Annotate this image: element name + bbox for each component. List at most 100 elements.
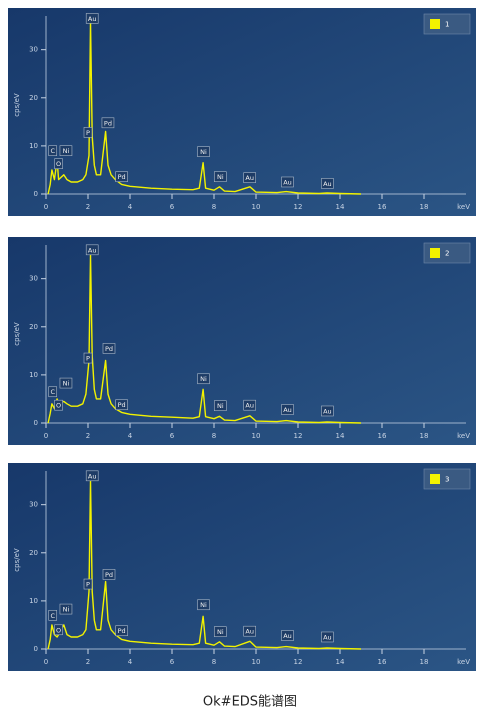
chart-background [8, 237, 476, 445]
y-tick-label: 30 [29, 275, 38, 283]
peak-label-box [197, 146, 210, 157]
peak-label-box [197, 599, 210, 611]
x-tick-label: 14 [336, 203, 345, 211]
peak-label: Ni [63, 380, 70, 388]
peak-label: P [86, 355, 90, 363]
x-tick-label: 12 [294, 203, 303, 211]
chart: 0 2 4 6 8 10 12 14 16 180102030keVcps/eVCONiAuPPd… [8, 463, 476, 671]
peak-label-box [59, 377, 73, 389]
x-tick-label: 10 [252, 203, 261, 211]
peak-label: C [50, 388, 55, 396]
x-axis-label: keV [457, 203, 470, 211]
peak-label: Au [245, 174, 254, 182]
legend-label: 2 [445, 250, 449, 258]
peak-label-box [243, 399, 256, 411]
x-tick-label: 4 [128, 658, 133, 666]
x-tick-label: 6 [170, 203, 175, 211]
y-axis-label: cps/eV [13, 322, 21, 346]
peak-label-box [115, 399, 128, 411]
peak-label-box [321, 405, 334, 417]
chart-background [8, 463, 476, 671]
peak-label: Ni [63, 147, 70, 155]
peak-label: Pd [105, 345, 113, 353]
peak-label-box [48, 386, 58, 398]
peak-label-box [48, 145, 58, 157]
peak-label-box [281, 404, 294, 415]
x-tick-label: 2 [86, 658, 90, 666]
peak-label-box [54, 399, 63, 411]
peak-label: Au [88, 15, 97, 23]
x-tick-label: 18 [420, 432, 429, 440]
y-tick-label: 0 [34, 645, 38, 653]
peak-label: Au [323, 633, 332, 641]
peak-label-box [83, 352, 93, 364]
legend-swatch [430, 474, 440, 484]
y-tick-label: 30 [29, 501, 38, 509]
peak-label: C [50, 147, 55, 155]
peak-label-box [214, 626, 227, 637]
peak-label-box [85, 470, 99, 482]
y-tick-label: 20 [29, 323, 38, 331]
peak-label-box [83, 127, 93, 138]
y-tick-label: 20 [29, 549, 38, 557]
x-tick-label: 10 [252, 658, 261, 666]
y-tick-label: 10 [29, 597, 38, 605]
peak-label: Au [283, 406, 292, 414]
x-tick-label: 6 [170, 432, 175, 440]
x-tick-label: 10 [252, 432, 261, 440]
legend-swatch [430, 19, 440, 29]
peak-label: Au [245, 628, 254, 636]
y-tick-label: 10 [29, 142, 38, 150]
peak-label-box [243, 172, 256, 183]
peak-label: P [86, 581, 90, 589]
chart: 0 2 4 6 8 10 12 14 16 180102030keVcps/eVCONiAuPPd… [8, 8, 476, 216]
peak-label: Au [323, 407, 332, 415]
peak-label: Ni [200, 375, 207, 383]
peak-label: O [56, 402, 61, 410]
x-tick-label: 4 [128, 432, 133, 440]
peak-label-box [102, 343, 116, 354]
x-tick-label: 12 [294, 432, 303, 440]
peak-label: Ni [217, 173, 224, 181]
peak-label: Pd [118, 173, 126, 181]
x-axis-label: keV [457, 658, 470, 666]
y-tick-label: 10 [29, 371, 38, 379]
peak-label-box [83, 578, 93, 590]
x-tick-label: 12 [294, 658, 303, 666]
y-axis-label: cps/eV [13, 548, 21, 572]
x-tick-label: 2 [86, 203, 90, 211]
peak-label-box [59, 603, 73, 615]
peak-label: Ni [200, 601, 207, 609]
peak-label-box [115, 171, 128, 182]
x-tick-label: 14 [336, 432, 345, 440]
peak-label: O [56, 160, 61, 168]
peak-label: Pd [118, 627, 126, 635]
x-tick-label: 4 [128, 203, 133, 211]
peak-label: C [50, 612, 55, 620]
peak-label-box [281, 630, 294, 641]
x-tick-label: 8 [212, 432, 216, 440]
peak-label-box [321, 631, 334, 643]
chart: 0 2 4 6 8 10 12 14 16 180102030keVcps/eVCONiAuPPd… [8, 237, 476, 445]
x-tick-label: 18 [420, 203, 429, 211]
peak-label: Ni [217, 402, 224, 410]
peak-label: Pd [105, 571, 113, 579]
peak-label: Au [323, 180, 332, 188]
x-tick-label: 16 [378, 432, 387, 440]
peak-label: Au [88, 472, 97, 480]
y-tick-label: 30 [29, 46, 38, 54]
peak-label: Au [88, 246, 97, 254]
peak-label: Ni [63, 606, 70, 614]
peak-label: Au [283, 178, 292, 186]
peak-label: P [86, 129, 90, 137]
x-tick-label: 14 [336, 658, 345, 666]
peak-label: Pd [118, 401, 126, 409]
peak-label-box [197, 373, 210, 385]
peak-label-box [214, 400, 227, 411]
x-tick-label: 18 [420, 658, 429, 666]
caption: Ok#EDS能谱图 [203, 695, 297, 710]
peak-label-box [115, 625, 128, 637]
peak-label: Ni [200, 148, 207, 156]
peak-label: O [56, 626, 61, 634]
